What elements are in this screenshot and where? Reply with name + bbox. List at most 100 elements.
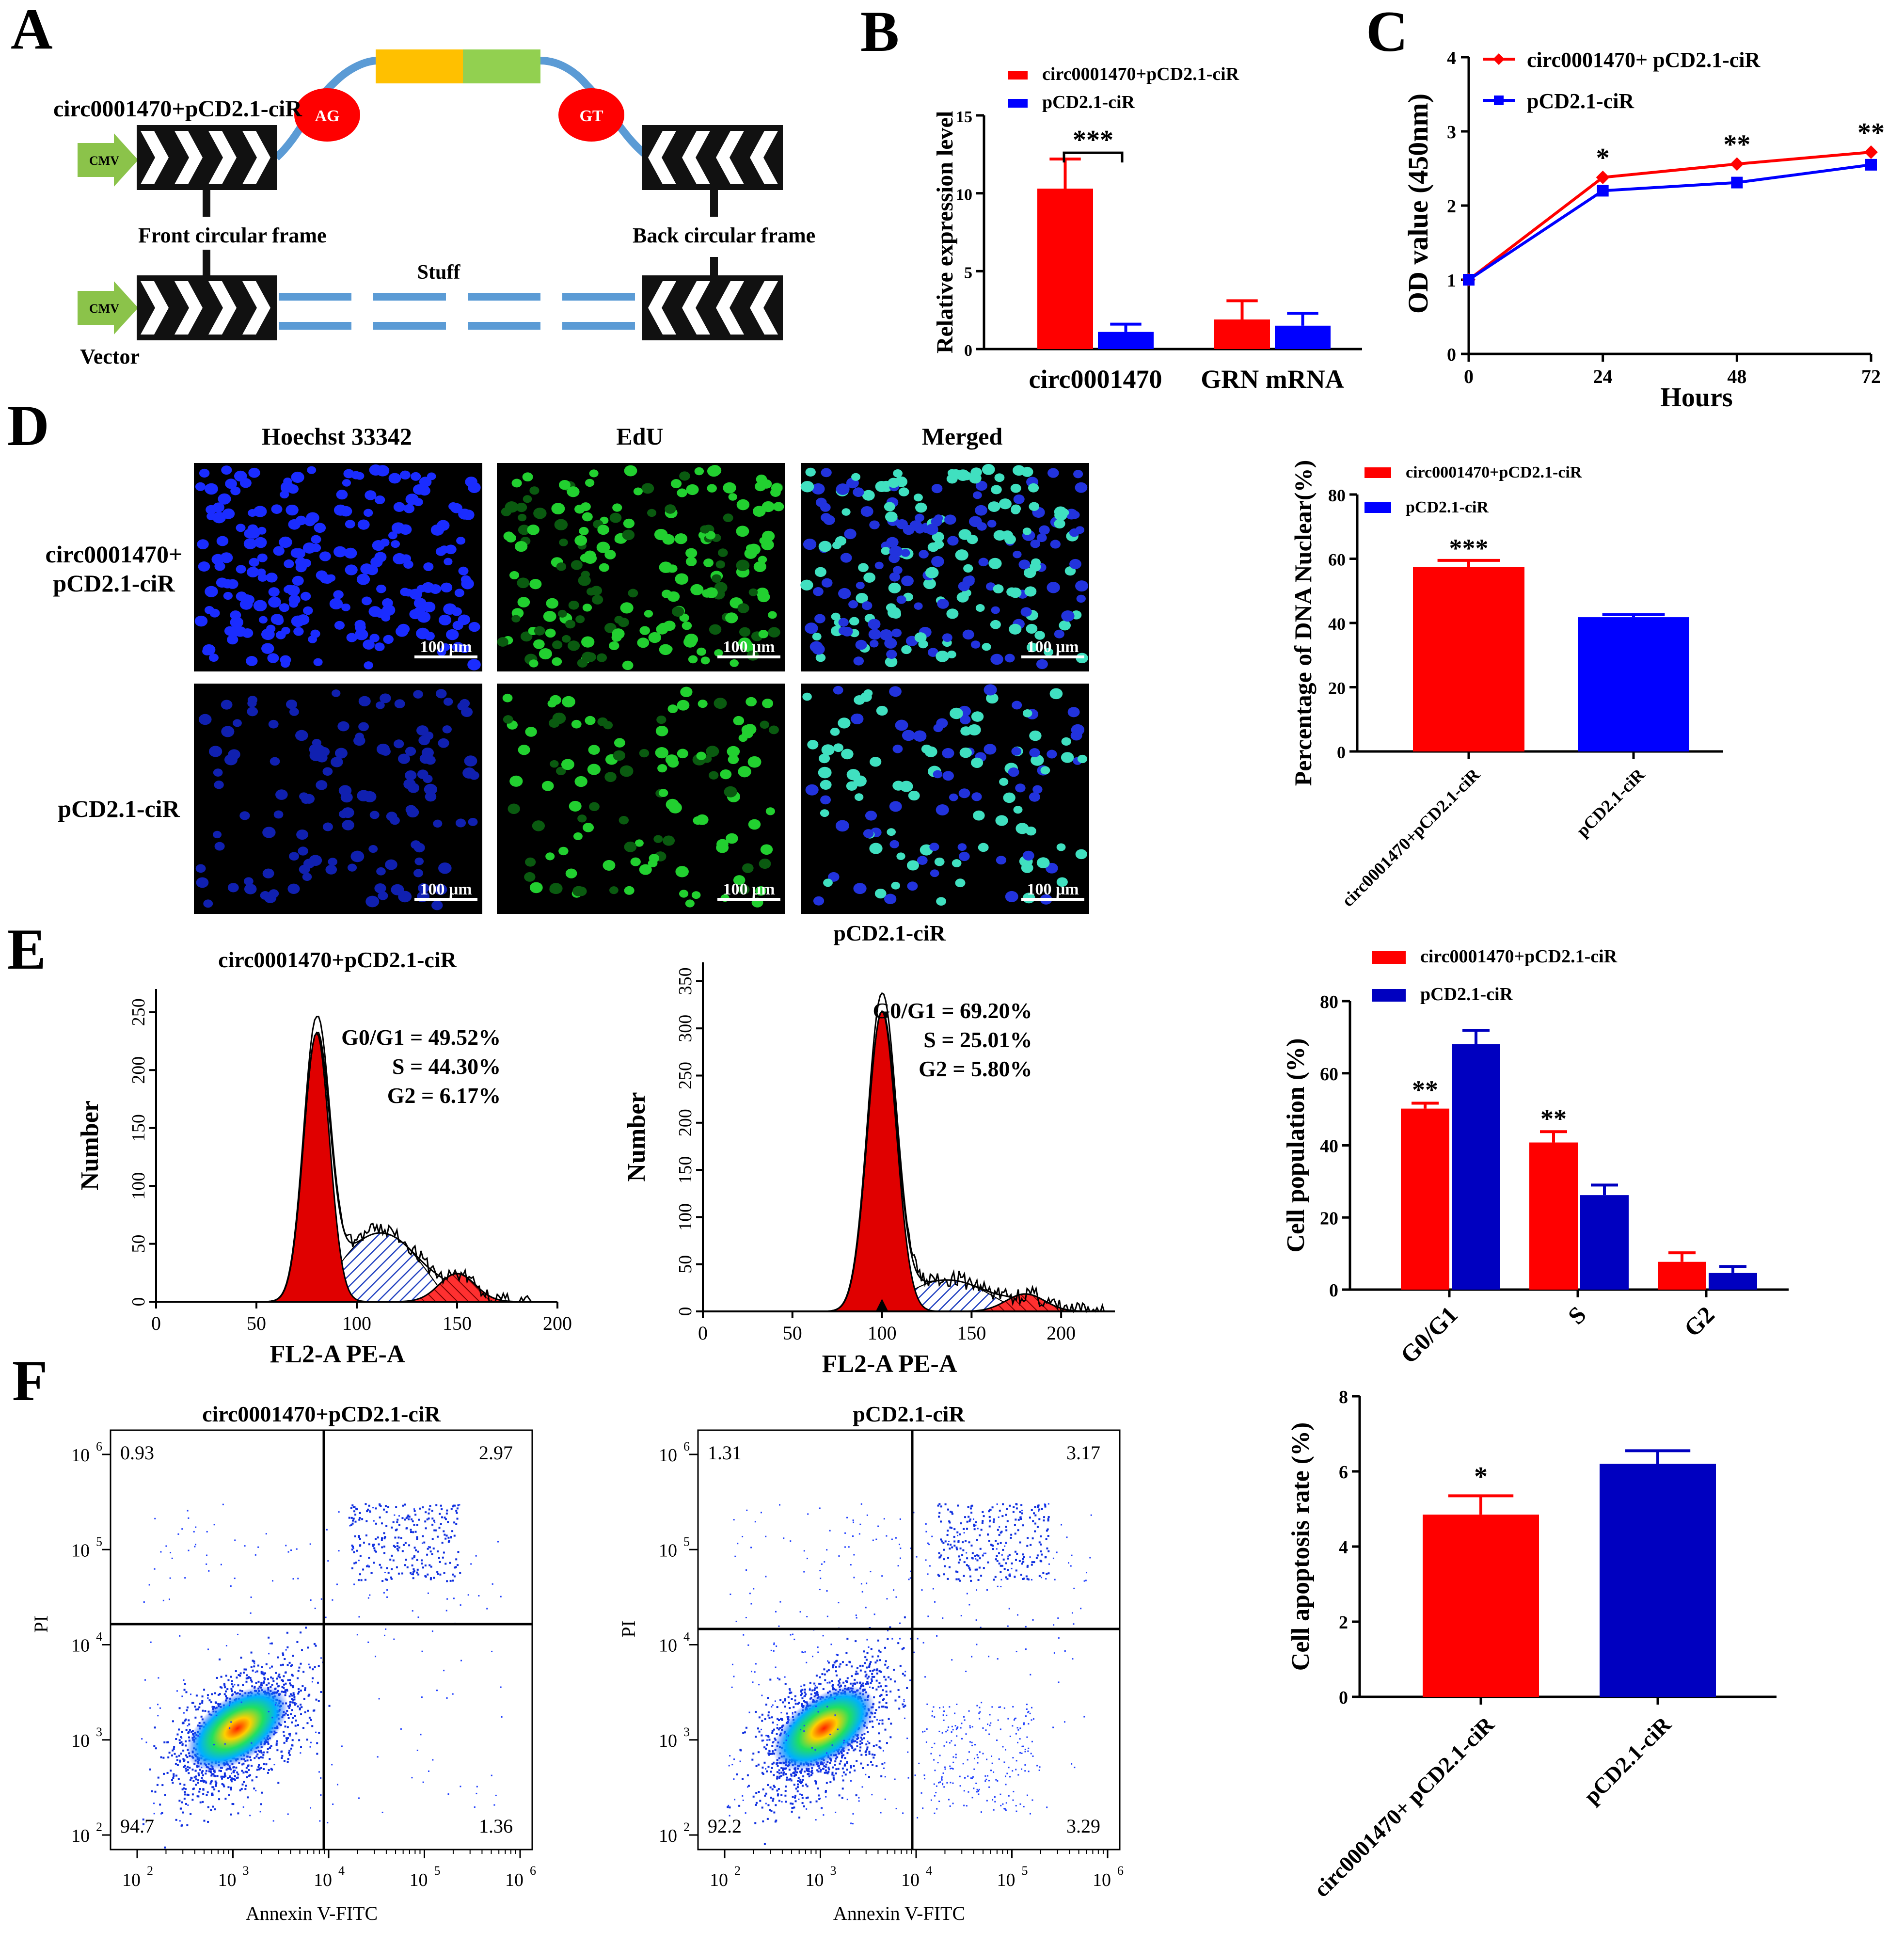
cell-nucleus	[1047, 750, 1057, 759]
cell-nucleus	[322, 767, 333, 776]
event-dot	[782, 1701, 784, 1704]
cell-nucleus	[657, 764, 667, 773]
x-tick-label: 50	[247, 1312, 266, 1334]
event-dot	[208, 1699, 211, 1702]
event-dot	[833, 1778, 835, 1781]
legend-label: circ0001470+pCD2.1-ciR	[1406, 463, 1582, 481]
event-dot	[198, 1774, 200, 1776]
cell-nucleus	[818, 766, 832, 779]
event-dot	[385, 1628, 387, 1630]
event-dot	[421, 1696, 423, 1698]
event-dot	[241, 1770, 243, 1772]
cell-nucleus	[620, 602, 634, 614]
cell-nucleus	[990, 620, 1001, 629]
event-dot	[873, 1745, 875, 1747]
event-dot	[963, 1575, 965, 1577]
cell-nucleus	[936, 651, 950, 662]
cell-nucleus	[647, 509, 657, 517]
cell-nucleus	[556, 562, 567, 571]
event-dot	[847, 1748, 850, 1751]
event-dot	[206, 1554, 207, 1556]
event-dot	[800, 1771, 802, 1774]
cell-nucleus	[213, 768, 223, 777]
event-dot	[261, 1673, 264, 1675]
event-dot	[864, 1675, 867, 1677]
event-dot	[802, 1779, 804, 1781]
cell-nucleus	[296, 829, 308, 840]
cell-nucleus	[273, 616, 284, 625]
event-dot	[446, 1598, 448, 1600]
event-dot	[751, 1758, 754, 1761]
event-dot	[233, 1770, 235, 1772]
event-dot	[835, 1660, 837, 1662]
event-dot	[845, 1652, 848, 1654]
event-dot	[166, 1771, 169, 1774]
cell-nucleus	[805, 784, 819, 796]
row-label-1a: circ0001470+	[45, 541, 182, 568]
cell-nucleus	[619, 765, 634, 777]
event-dot	[262, 1768, 265, 1771]
cell-nucleus	[257, 553, 268, 562]
event-dot	[974, 1568, 977, 1571]
cell-nucleus	[700, 525, 710, 534]
cell-nucleus	[582, 512, 593, 522]
event-dot	[163, 1741, 166, 1743]
event-dot	[187, 1794, 190, 1796]
event-dot	[841, 1787, 844, 1790]
event-dot	[802, 1775, 805, 1778]
y-tick-label: 20	[1328, 679, 1346, 698]
event-dot	[878, 1670, 881, 1673]
cell-nucleus	[833, 686, 843, 695]
bar	[1037, 189, 1093, 349]
event-dot	[162, 1772, 165, 1775]
event-dot	[822, 1688, 825, 1691]
event-dot	[906, 1738, 908, 1740]
event-dot	[1001, 1515, 1004, 1517]
event-dot	[877, 1639, 879, 1642]
plot-frame	[110, 1429, 533, 1851]
cell-nucleus	[292, 575, 304, 586]
event-dot	[832, 1774, 835, 1777]
event-dot	[476, 1792, 477, 1794]
event-dot	[205, 1770, 207, 1772]
event-dot	[957, 1504, 959, 1507]
cell-nucleus	[984, 684, 997, 696]
event-dot	[358, 1518, 361, 1521]
event-dot	[185, 1744, 187, 1747]
cell-nucleus	[868, 629, 882, 640]
event-dot	[875, 1744, 878, 1746]
event-dot	[230, 1780, 233, 1783]
bar	[1275, 325, 1331, 349]
event-dot	[181, 1788, 184, 1790]
event-dot	[211, 1706, 214, 1708]
event-dot	[297, 1724, 300, 1726]
event-dot	[887, 1638, 889, 1640]
cell-nucleus	[714, 649, 723, 657]
event-dot	[799, 1771, 801, 1773]
event-dot	[292, 1701, 294, 1704]
cell-nucleus	[517, 577, 530, 589]
event-dot	[881, 1719, 884, 1722]
event-dot	[875, 1538, 877, 1540]
event-dot	[423, 1541, 426, 1544]
cell-nucleus	[518, 745, 530, 755]
cell-nucleus	[807, 740, 819, 750]
event-dot	[803, 1805, 805, 1807]
legend-swatch	[1008, 71, 1028, 80]
event-dot	[894, 1680, 896, 1683]
event-dot	[771, 1753, 773, 1755]
event-dot	[861, 1664, 864, 1667]
stat-s: S = 44.30%	[392, 1054, 501, 1079]
event-dot	[880, 1671, 882, 1673]
event-dot	[213, 1774, 216, 1777]
event-dot	[443, 1572, 445, 1574]
cell-nucleus	[820, 795, 831, 805]
cell-nucleus	[257, 527, 267, 535]
cell-nucleus	[360, 563, 373, 575]
event-dot	[1047, 1535, 1049, 1537]
event-dot	[256, 1753, 259, 1755]
event-dot	[183, 1759, 186, 1761]
event-dot	[1014, 1524, 1016, 1526]
event-dot	[834, 1760, 837, 1763]
event-dot	[307, 1709, 309, 1712]
